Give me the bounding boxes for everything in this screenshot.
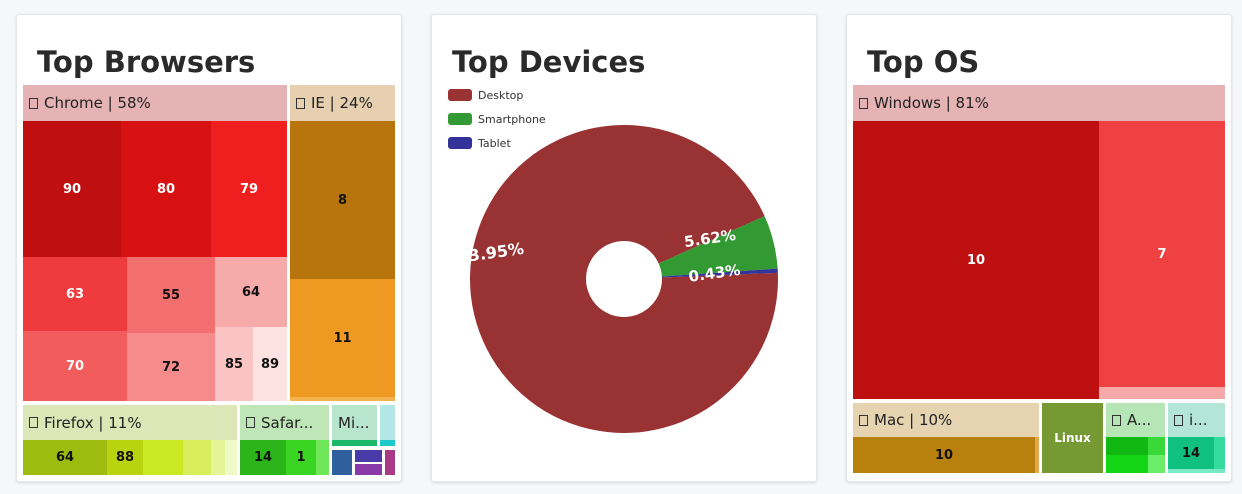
treemap-tile[interactable] bbox=[1148, 455, 1165, 473]
header-label: Mi... bbox=[338, 413, 370, 432]
browser-icon bbox=[29, 97, 38, 109]
treemap-header-chrome[interactable]: Chrome | 58% bbox=[23, 85, 287, 121]
legend-label: Tablet bbox=[478, 136, 511, 150]
treemap-header-ios[interactable]: i... bbox=[1168, 403, 1225, 437]
chart-legend: Desktop Smartphone Tablet bbox=[448, 83, 546, 155]
top-os-card: Top OS Windows | 81% 10 7 Mac | 10% 10 L… bbox=[846, 14, 1232, 482]
treemap-tile[interactable]: 10 bbox=[853, 437, 1035, 473]
treemap-tile[interactable]: 72 bbox=[127, 333, 215, 401]
os-treemap[interactable]: Windows | 81% 10 7 Mac | 10% 10 Linux A.… bbox=[853, 85, 1225, 475]
treemap-tile[interactable]: 55 bbox=[127, 257, 215, 333]
treemap-tile[interactable]: 89 bbox=[253, 327, 287, 401]
treemap-tile[interactable] bbox=[1168, 469, 1225, 473]
treemap-tile[interactable] bbox=[1106, 455, 1148, 473]
legend-label: Smartphone bbox=[478, 112, 546, 126]
treemap-tile[interactable] bbox=[1035, 437, 1039, 473]
treemap-tile[interactable]: 7 bbox=[1099, 121, 1225, 387]
treemap-tile[interactable] bbox=[183, 440, 211, 475]
browser-icon bbox=[29, 417, 38, 428]
browser-icon bbox=[296, 97, 305, 109]
treemap-tile[interactable]: 64 bbox=[23, 440, 107, 475]
treemap-tile[interactable]: 14 bbox=[1168, 437, 1214, 469]
treemap-tile[interactable]: 79 bbox=[211, 121, 287, 257]
treemap-header-windows[interactable]: Windows | 81% bbox=[853, 85, 1225, 121]
legend-item-tablet[interactable]: Tablet bbox=[448, 131, 546, 155]
treemap-header-firefox[interactable]: Firefox | 11% bbox=[23, 405, 237, 440]
treemap-tile[interactable] bbox=[1099, 387, 1225, 399]
pie-slice-desktop[interactable] bbox=[470, 125, 778, 433]
treemap-header-misc[interactable]: Mi... bbox=[332, 405, 377, 440]
header-label: A... bbox=[1127, 411, 1152, 429]
treemap-tile[interactable]: 88 bbox=[107, 440, 143, 475]
treemap-tile[interactable] bbox=[355, 464, 382, 475]
pie-slice-smartphone[interactable] bbox=[658, 216, 778, 277]
treemap-tile-linux[interactable]: Linux bbox=[1042, 403, 1103, 473]
legend-item-smartphone[interactable]: Smartphone bbox=[448, 107, 546, 131]
header-label: Mac | 10% bbox=[874, 411, 953, 429]
top-browsers-card: Top Browsers Chrome | 58% 90 80 79 63 55… bbox=[16, 14, 402, 482]
treemap-tile[interactable] bbox=[380, 440, 395, 446]
legend-swatch bbox=[448, 113, 472, 125]
header-label: Safar... bbox=[261, 413, 314, 432]
treemap-tile[interactable]: 80 bbox=[121, 121, 211, 257]
treemap-tile[interactable] bbox=[380, 405, 395, 440]
legend-swatch bbox=[448, 89, 472, 101]
browser-icon bbox=[246, 417, 255, 428]
treemap-tile[interactable]: 64 bbox=[215, 257, 287, 327]
treemap-tile[interactable]: 10 bbox=[853, 121, 1099, 399]
treemap-tile[interactable]: 11 bbox=[290, 279, 395, 397]
os-icon bbox=[859, 97, 868, 109]
treemap-header-mac[interactable]: Mac | 10% bbox=[853, 403, 1039, 437]
pie-slice-tablet[interactable] bbox=[661, 268, 778, 278]
treemap-tile[interactable] bbox=[385, 450, 395, 475]
treemap-tile[interactable] bbox=[1106, 437, 1148, 455]
treemap-tile[interactable] bbox=[211, 440, 225, 475]
header-label: Windows | 81% bbox=[874, 94, 989, 112]
header-label: Firefox | 11% bbox=[44, 413, 142, 432]
treemap-header-android[interactable]: A... bbox=[1106, 403, 1165, 437]
treemap-tile[interactable]: 1 bbox=[286, 440, 316, 475]
browsers-treemap[interactable]: Chrome | 58% 90 80 79 63 55 64 70 72 85 … bbox=[23, 85, 395, 475]
treemap-tile[interactable]: 8 bbox=[290, 121, 395, 279]
treemap-tile[interactable] bbox=[332, 440, 377, 446]
treemap-tile[interactable] bbox=[355, 450, 382, 462]
legend-swatch bbox=[448, 137, 472, 149]
os-icon bbox=[1112, 414, 1121, 426]
card-title: Top Browsers bbox=[37, 45, 256, 79]
treemap-tile[interactable] bbox=[225, 440, 237, 475]
header-label: IE | 24% bbox=[311, 94, 373, 112]
treemap-tile[interactable]: 14 bbox=[240, 440, 286, 475]
treemap-tile[interactable] bbox=[332, 450, 352, 475]
treemap-header-ie[interactable]: IE | 24% bbox=[290, 85, 395, 121]
legend-label: Desktop bbox=[478, 88, 524, 102]
header-label: Chrome | 58% bbox=[44, 94, 151, 112]
os-icon bbox=[859, 414, 868, 426]
header-label: i... bbox=[1189, 411, 1208, 429]
treemap-tile[interactable] bbox=[143, 440, 183, 475]
treemap-header-safari[interactable]: Safar... bbox=[240, 405, 329, 440]
treemap-tile[interactable] bbox=[316, 440, 329, 475]
treemap-tile[interactable]: 85 bbox=[215, 327, 253, 401]
treemap-tile[interactable]: 63 bbox=[23, 257, 127, 331]
top-devices-card: Top Devices Desktop Smartphone Tablet 93… bbox=[431, 14, 817, 482]
treemap-tile[interactable]: 70 bbox=[23, 331, 127, 401]
devices-pie-chart: 93.95%5.62%0.43% bbox=[456, 125, 778, 433]
os-icon bbox=[1174, 414, 1183, 426]
treemap-tile[interactable] bbox=[1148, 437, 1165, 455]
card-title: Top OS bbox=[867, 45, 980, 79]
treemap-tile[interactable]: 90 bbox=[23, 121, 121, 257]
treemap-tile[interactable] bbox=[290, 397, 395, 401]
card-title: Top Devices bbox=[452, 45, 646, 79]
legend-item-desktop[interactable]: Desktop bbox=[448, 83, 546, 107]
treemap-tile[interactable] bbox=[1214, 437, 1225, 469]
